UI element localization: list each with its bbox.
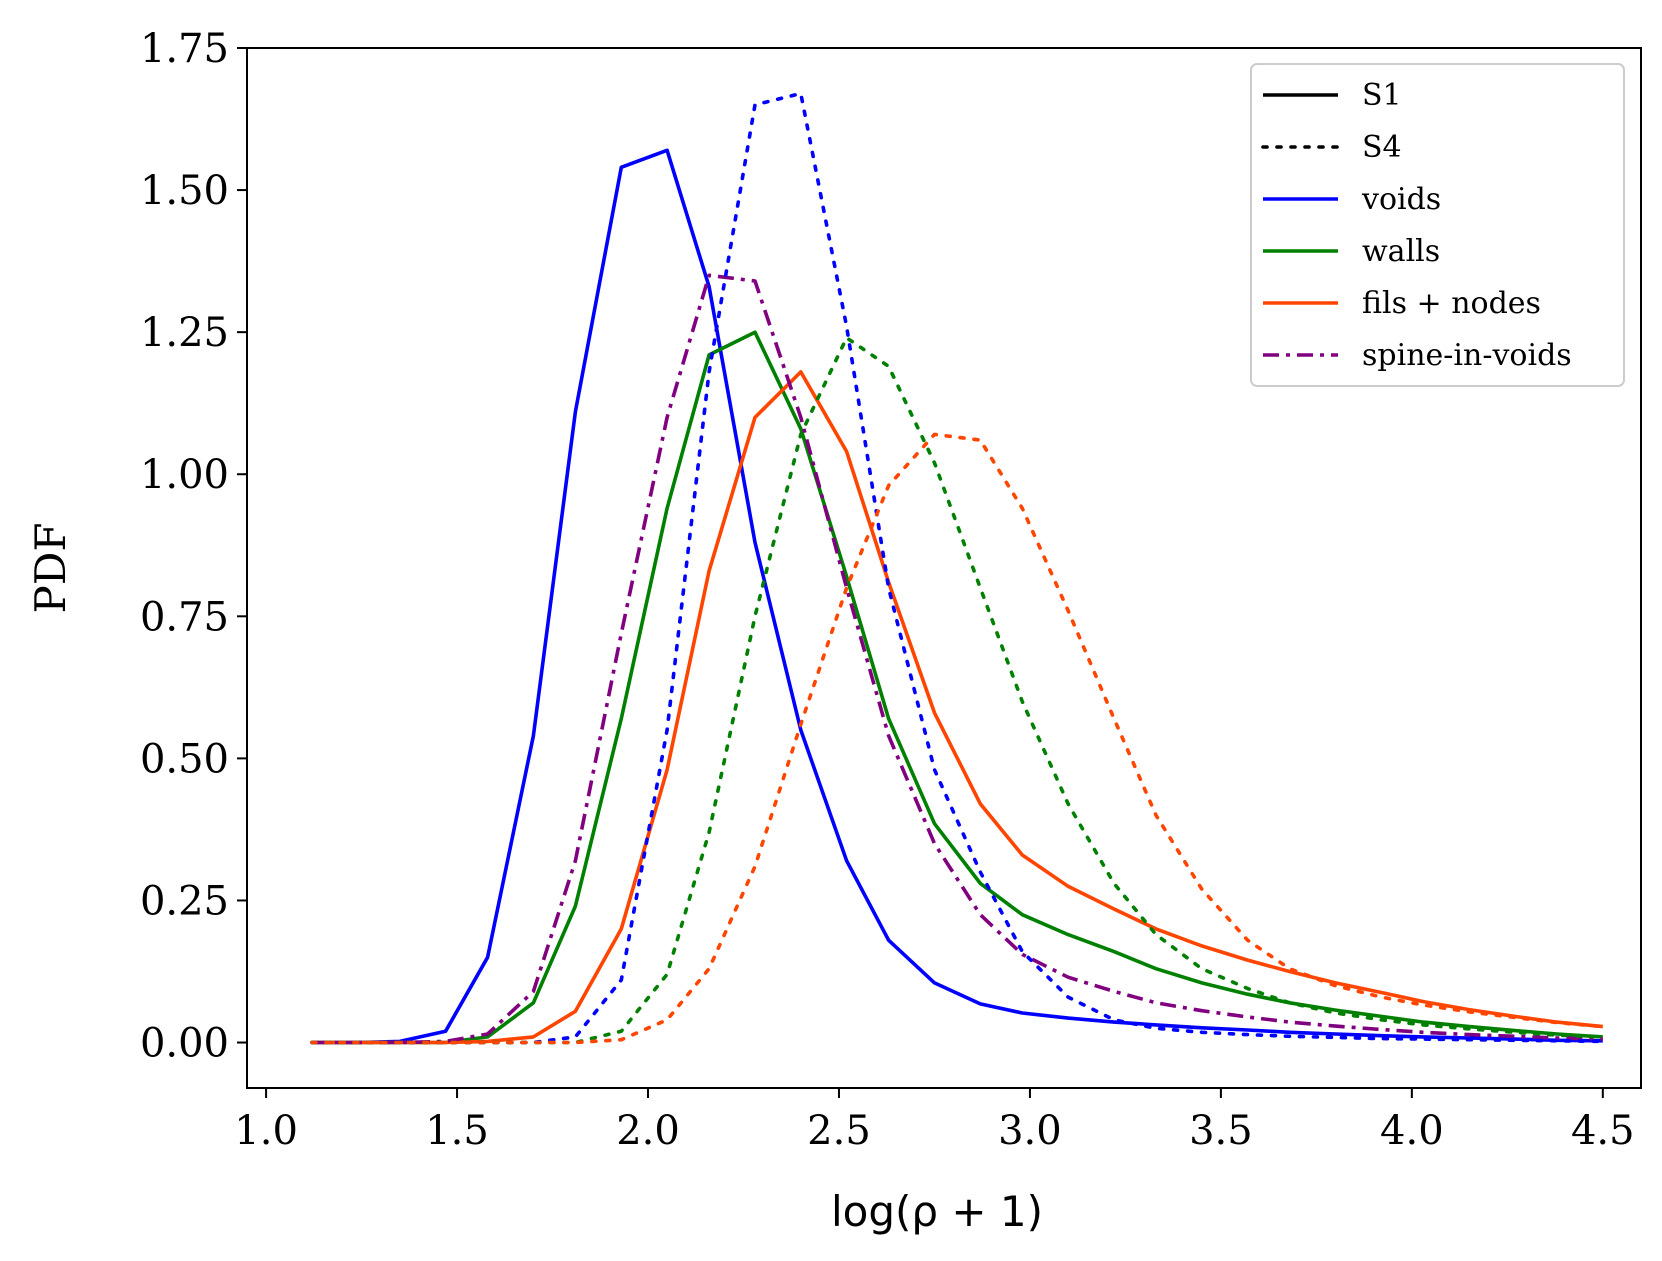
y-axis: 0.00 0.25 0.50 0.75 1.00 1.25 1.50 1.75	[140, 26, 247, 1067]
x-tick-label: 1.5	[425, 1108, 489, 1154]
x-axis-title: log(ρ + 1)	[831, 1187, 1043, 1236]
legend-label: S4	[1362, 130, 1402, 165]
series-line-spine-in-voids-s1	[311, 273, 1603, 1045]
x-tick-label: 2.5	[807, 1108, 871, 1154]
x-tick-label: 1.0	[234, 1108, 298, 1154]
y-tick-label: 1.00	[140, 452, 229, 498]
y-tick-label: 1.50	[140, 168, 229, 214]
y-tick-label: 1.25	[140, 310, 229, 356]
series-line-walls-s4	[310, 335, 1605, 1045]
x-tick-label: 3.0	[998, 1108, 1062, 1154]
series-line-fils-nodes-s4	[310, 432, 1605, 1045]
y-tick-label: 1.75	[140, 26, 229, 72]
x-axis: 1.0 1.5 2.0 2.5 3.0 3.5 4.0 4.5	[234, 1088, 1635, 1154]
y-axis-title: PDF	[26, 522, 75, 613]
series-line-fils-nodes-s1	[311, 370, 1603, 1045]
x-tick-label: 2.0	[616, 1108, 680, 1154]
y-tick-label: 0.75	[140, 594, 229, 640]
series-line-voids-s1	[311, 148, 1603, 1045]
series-group	[310, 91, 1605, 1045]
legend: S1 S4 voids walls fils + nodes spine-in-voids	[1250, 63, 1625, 387]
y-tick-label: 0.50	[140, 736, 229, 782]
y-tick-label: 0.00	[140, 1021, 229, 1067]
x-tick-label: 3.5	[1189, 1108, 1253, 1154]
series-line-walls-s1	[311, 330, 1603, 1045]
y-tick-label: 0.25	[140, 878, 229, 924]
legend-label: walls	[1362, 234, 1440, 269]
legend-label: voids	[1361, 182, 1441, 217]
legend-box	[1250, 63, 1625, 387]
legend-label: spine-in-voids	[1362, 338, 1572, 373]
legend-label: fils + nodes	[1362, 286, 1541, 321]
x-tick-label: 4.5	[1571, 1108, 1635, 1154]
legend-label: S1	[1362, 78, 1402, 113]
x-tick-label: 4.0	[1380, 1108, 1444, 1154]
plot-frame	[246, 47, 1642, 1089]
